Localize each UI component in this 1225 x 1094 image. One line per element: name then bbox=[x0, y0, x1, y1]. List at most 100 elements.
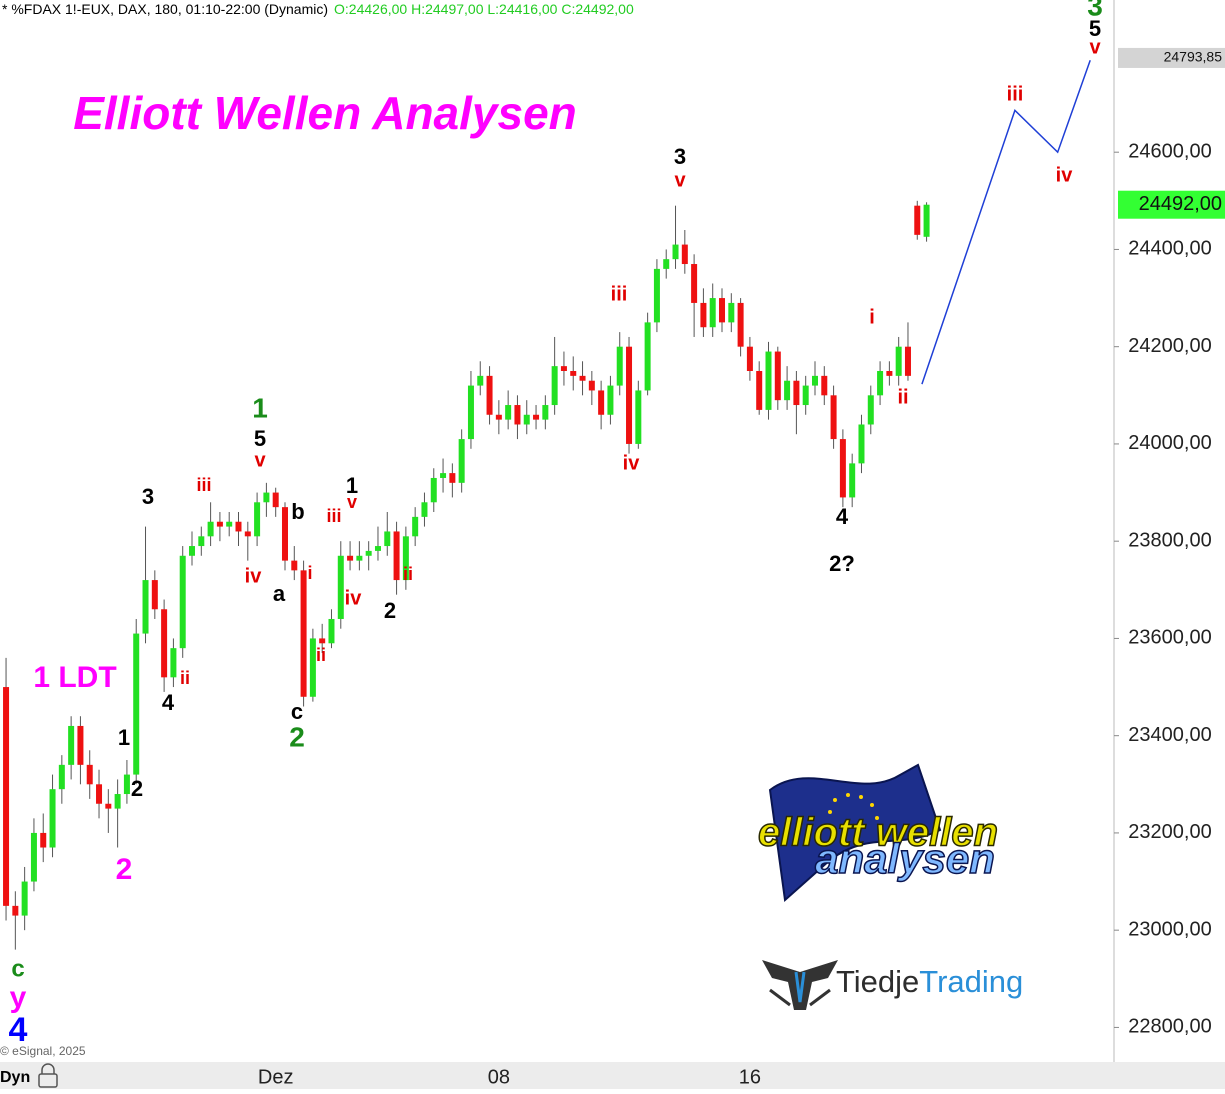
candle-body bbox=[579, 375, 586, 381]
wave-label: y bbox=[10, 981, 27, 1014]
candle-body bbox=[486, 375, 493, 415]
candle-body bbox=[458, 439, 465, 483]
wave-label: iii bbox=[196, 475, 211, 495]
candle-body bbox=[849, 463, 856, 498]
candle-body bbox=[467, 385, 474, 440]
tiedje-logo: TiedjeTrading bbox=[762, 960, 1023, 1010]
x-tick-label: Dez bbox=[258, 1066, 294, 1088]
wave-label: iv bbox=[1056, 164, 1074, 186]
wave-label: 4 bbox=[9, 1011, 28, 1049]
candle-body bbox=[133, 633, 140, 775]
candle-body bbox=[616, 346, 623, 386]
wave-label: 1 bbox=[346, 473, 358, 498]
candle-body bbox=[161, 609, 168, 678]
candle-body bbox=[700, 302, 707, 328]
candle-body bbox=[644, 322, 651, 391]
mode-label: Dyn bbox=[0, 1069, 30, 1086]
candle-body bbox=[904, 346, 911, 376]
candle-body bbox=[811, 375, 818, 386]
wave-label: a bbox=[273, 581, 286, 606]
wave-label: 1 bbox=[252, 392, 268, 423]
wave-label: i bbox=[307, 563, 312, 583]
y-tick-label: 23800,00 bbox=[1128, 529, 1211, 551]
candle-body bbox=[867, 395, 874, 425]
wave-label: 1 LDT bbox=[33, 661, 116, 694]
wave-label: iv bbox=[623, 452, 641, 474]
candle-body bbox=[709, 298, 716, 328]
candle-body bbox=[542, 405, 549, 420]
candle-body bbox=[607, 385, 614, 415]
candle-body bbox=[142, 580, 149, 634]
candle-body bbox=[523, 414, 530, 425]
candle-body bbox=[96, 784, 103, 804]
wave-label: 5 bbox=[254, 426, 266, 451]
candle-body bbox=[756, 371, 763, 410]
candle-body bbox=[570, 371, 577, 376]
price-marker-label: 24793,85 bbox=[1164, 49, 1223, 65]
chart-title: Elliott Wellen Analysen bbox=[73, 87, 577, 139]
x-tick-label: 08 bbox=[488, 1066, 510, 1088]
header: * %FDAX 1!-EUX, DAX, 180, 01:10-22:00 (D… bbox=[2, 1, 634, 17]
brand-part2: Trading bbox=[919, 964, 1023, 999]
candle-body bbox=[653, 268, 660, 323]
wave-label: 1 bbox=[118, 725, 130, 750]
candle-body bbox=[30, 832, 37, 882]
wave-label: v bbox=[347, 492, 357, 512]
candle-body bbox=[263, 492, 270, 503]
wave-label: ii bbox=[403, 564, 413, 584]
y-tick-label: 23000,00 bbox=[1128, 918, 1211, 940]
candle-body bbox=[895, 346, 902, 376]
candle-body bbox=[254, 502, 261, 537]
copyright: © eSignal, 2025 bbox=[0, 1044, 86, 1058]
candle-body bbox=[347, 555, 354, 561]
candle-body bbox=[793, 380, 800, 406]
price-marker-label: 24492,00 bbox=[1139, 193, 1222, 215]
candle-body bbox=[226, 521, 233, 527]
candle-body bbox=[691, 264, 698, 303]
y-tick-label: 23200,00 bbox=[1128, 821, 1211, 843]
wave-label: 2 bbox=[116, 853, 133, 886]
candle-body bbox=[300, 570, 307, 697]
candle-body bbox=[105, 803, 112, 809]
candle-body bbox=[235, 521, 242, 532]
wave-label: ii bbox=[180, 668, 190, 688]
ewa-logo: elliott wellen analysen bbox=[757, 763, 999, 902]
candle-body bbox=[58, 764, 65, 790]
brand-text: TiedjeTrading bbox=[836, 964, 1023, 999]
candle-body bbox=[533, 414, 540, 420]
candle-body bbox=[384, 531, 391, 547]
candle-body bbox=[886, 371, 893, 376]
candle-body bbox=[802, 385, 809, 406]
wave-label: c bbox=[11, 955, 24, 982]
candle-body bbox=[151, 580, 158, 610]
y-tick-label: 24200,00 bbox=[1128, 335, 1211, 357]
logo-line2: analysen bbox=[815, 835, 995, 882]
time-axis-strip bbox=[0, 1062, 1225, 1089]
candle-body bbox=[170, 648, 177, 678]
candle-body bbox=[449, 473, 456, 483]
candle-body bbox=[635, 390, 642, 444]
candle-body bbox=[774, 351, 781, 401]
wave-label: v bbox=[254, 449, 266, 471]
candle-body bbox=[216, 521, 223, 527]
candle-body bbox=[68, 725, 75, 765]
wave-label: iii bbox=[611, 283, 628, 305]
wave-label: iii bbox=[1007, 83, 1024, 105]
y-tick-label: 23600,00 bbox=[1128, 627, 1211, 649]
candle-body bbox=[877, 371, 884, 396]
candle-body bbox=[719, 298, 726, 323]
candle-body bbox=[626, 346, 633, 444]
candle-body bbox=[505, 405, 512, 420]
wave-label: v bbox=[1089, 36, 1101, 58]
y-tick-label: 24000,00 bbox=[1128, 432, 1211, 454]
wave-label: 2? bbox=[829, 551, 855, 576]
y-tick-label: 23400,00 bbox=[1128, 724, 1211, 746]
candle-body bbox=[551, 366, 558, 406]
candle-body bbox=[3, 687, 10, 906]
wave-label: iv bbox=[245, 565, 263, 587]
wave-label: i bbox=[869, 306, 875, 328]
candle-body bbox=[198, 536, 205, 547]
wave-label: ii bbox=[897, 386, 908, 408]
